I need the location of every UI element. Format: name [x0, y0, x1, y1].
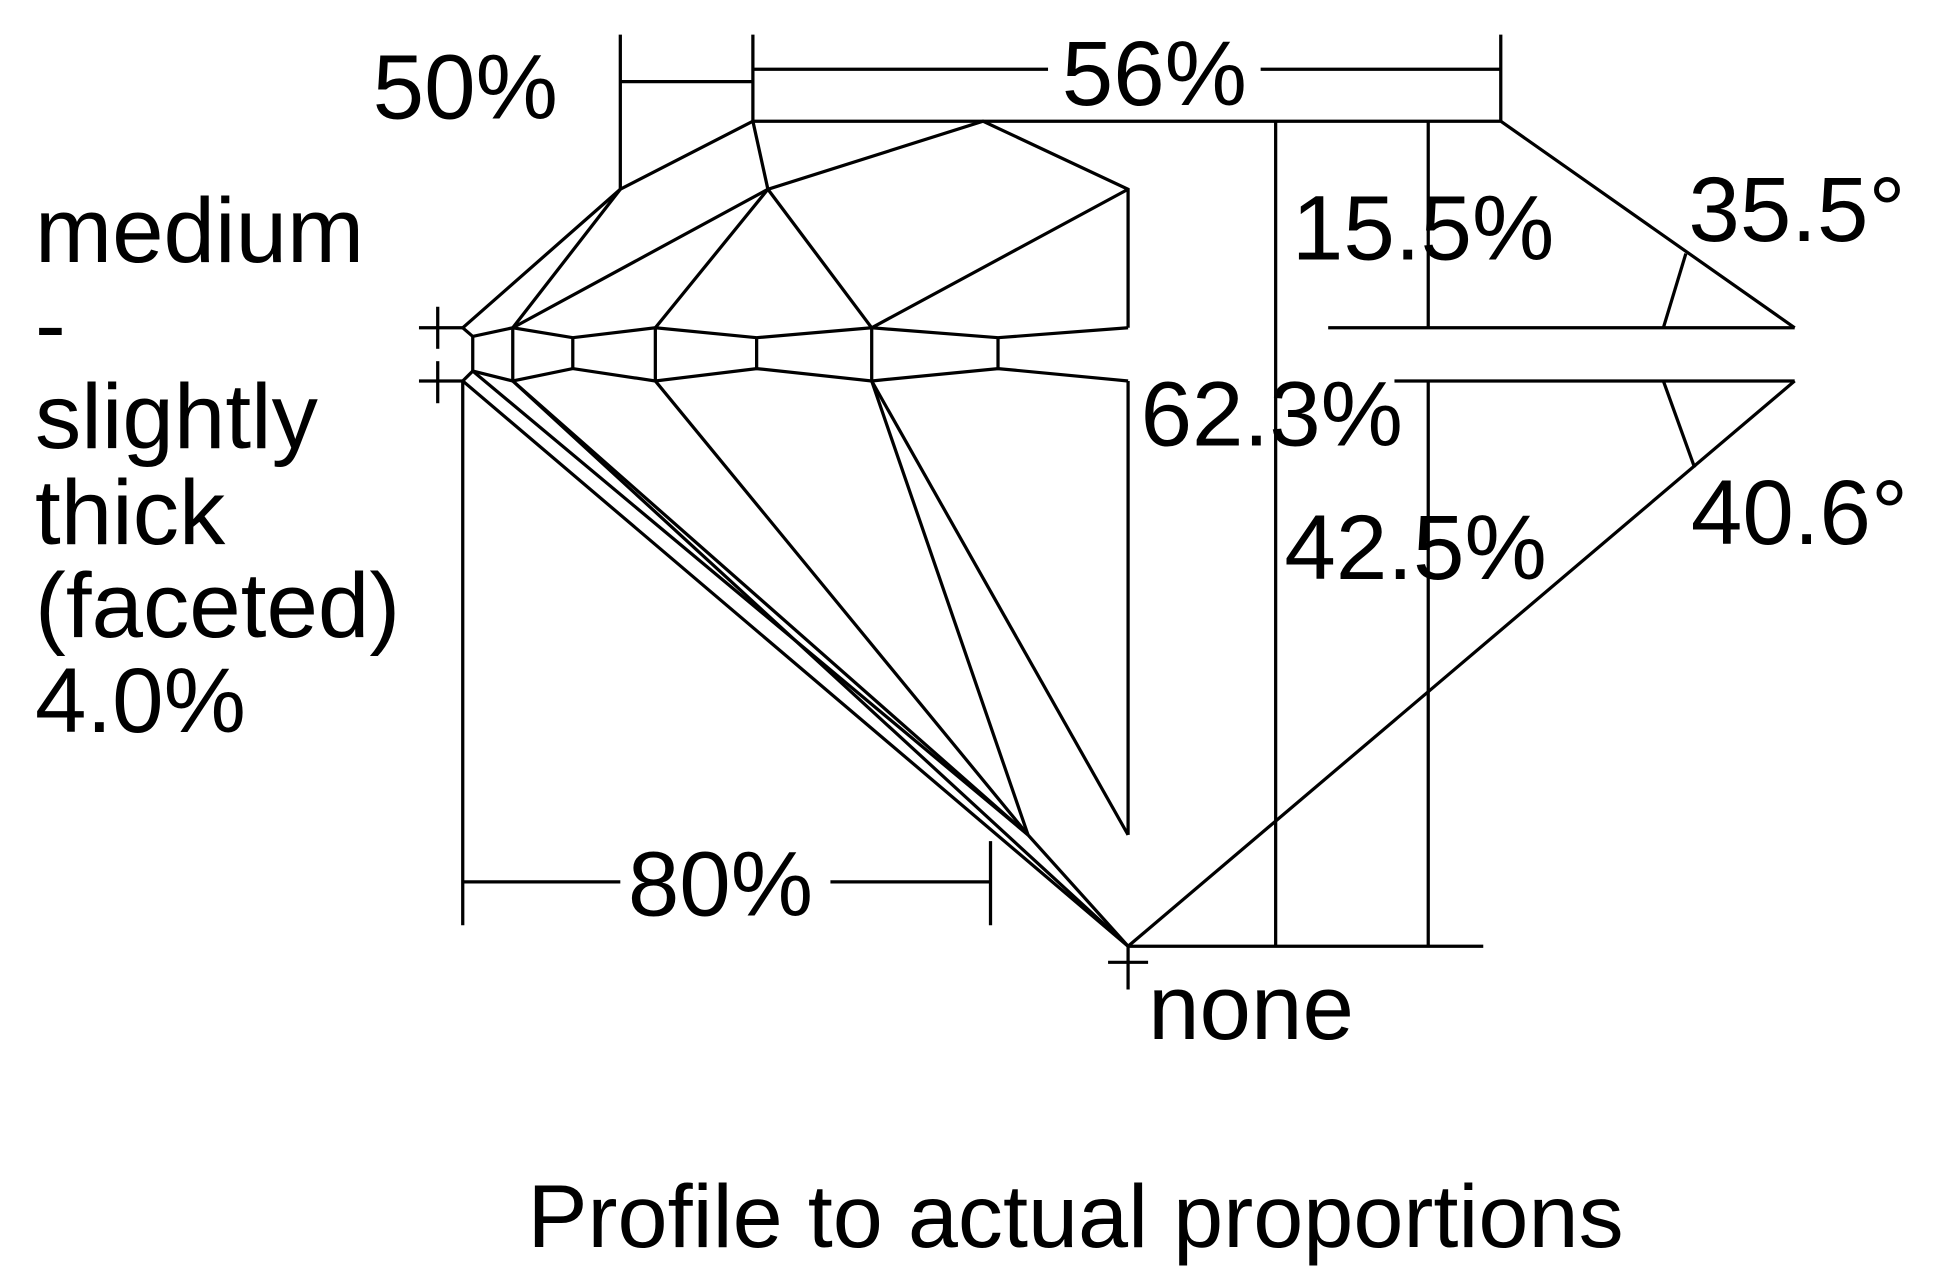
- girdle-label-5: (faceted): [35, 554, 400, 656]
- pavilion-depth-label: 42.5%: [1284, 496, 1546, 598]
- pavilion-facets: [461, 369, 1796, 948]
- diagram-title: Profile to actual proportions: [528, 1166, 1624, 1265]
- pavilion-angle-label: 40.6°: [1691, 462, 1908, 564]
- girdle-label-2: -: [35, 274, 66, 376]
- total-depth-label: 62.3%: [1141, 363, 1403, 465]
- culet-label: none: [1148, 956, 1354, 1058]
- crown-height-label: 15.5%: [1292, 177, 1554, 279]
- girdle-label-3: slightly: [35, 365, 318, 467]
- girdle: [461, 326, 1795, 383]
- crown-angle-label: 35.5°: [1688, 159, 1905, 261]
- girdle-label-6: 4.0%: [35, 650, 246, 752]
- lower-half-label: 80%: [628, 833, 813, 935]
- dimension-lines: [418, 34, 1697, 990]
- girdle-label-4: thick: [35, 462, 226, 564]
- crown-facets: [461, 119, 1796, 330]
- crown-height-left-label: 50%: [373, 36, 558, 138]
- table-label: 56%: [1062, 23, 1247, 125]
- girdle-label-1: medium: [35, 180, 364, 282]
